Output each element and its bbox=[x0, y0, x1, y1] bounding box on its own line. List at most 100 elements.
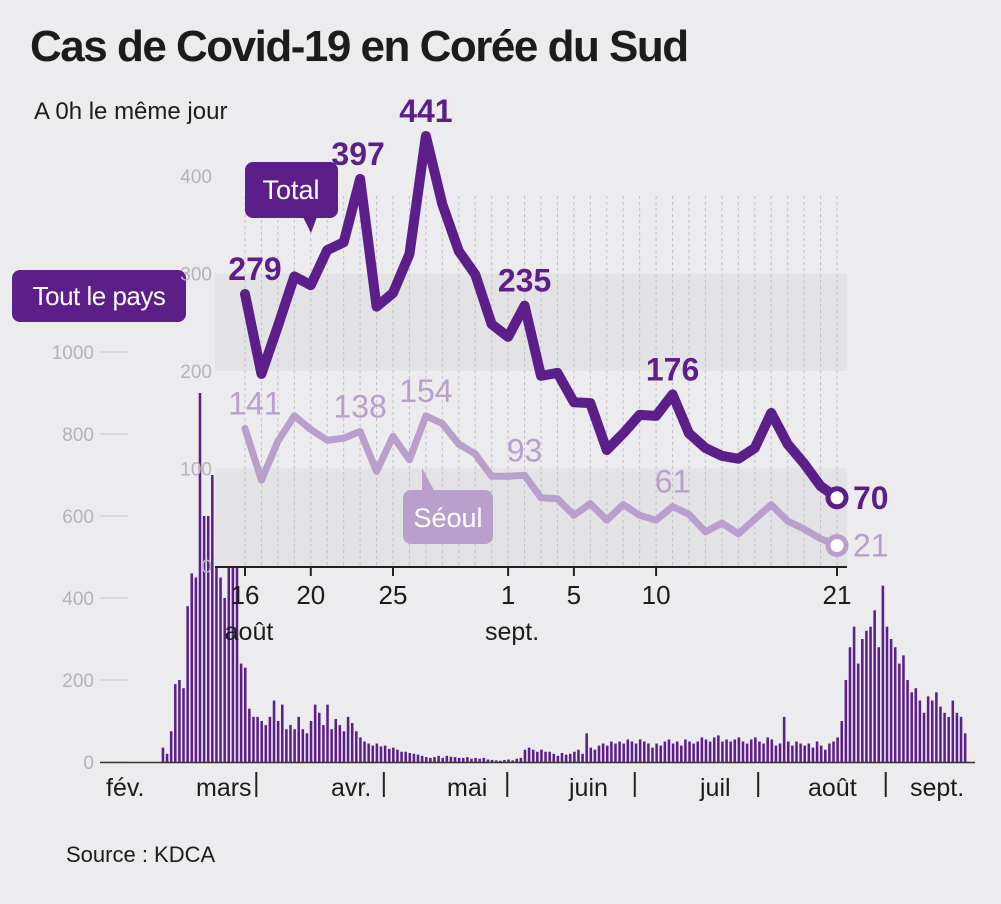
overview-bar bbox=[338, 725, 342, 762]
overview-bar bbox=[696, 741, 700, 762]
overview-bar bbox=[597, 745, 601, 762]
overview-bar bbox=[178, 680, 181, 762]
overview-bar bbox=[770, 739, 774, 762]
overview-bar bbox=[651, 747, 654, 762]
overview-bar bbox=[445, 755, 449, 762]
overview-bar bbox=[774, 745, 778, 762]
overview-bar bbox=[893, 647, 897, 762]
detail-y-label: 0 bbox=[201, 557, 212, 578]
overview-bar bbox=[795, 741, 798, 762]
detail-x-label: 5 bbox=[567, 580, 581, 610]
overview-y-label: 0 bbox=[83, 753, 94, 774]
overview-bar bbox=[355, 731, 358, 762]
overview-bar bbox=[182, 688, 185, 762]
overview-bar bbox=[741, 741, 745, 762]
overview-bar bbox=[712, 737, 716, 762]
overview-bar bbox=[293, 729, 296, 762]
overview-bar bbox=[544, 751, 547, 762]
overview-bar bbox=[276, 721, 280, 762]
overview-y-label: 600 bbox=[62, 507, 94, 528]
overview-bar bbox=[799, 743, 802, 762]
month-label: mars bbox=[196, 774, 252, 802]
overview-bar bbox=[441, 757, 444, 762]
overview-bar bbox=[647, 743, 650, 762]
month-label: fév. bbox=[106, 774, 144, 802]
overview-bar bbox=[848, 647, 852, 762]
overview-bar bbox=[330, 729, 333, 762]
overview-bar bbox=[396, 749, 399, 762]
seoul-data-label: 141 bbox=[228, 386, 281, 422]
badge-box bbox=[12, 270, 186, 322]
overview-bar bbox=[754, 737, 757, 762]
overview-bar bbox=[824, 749, 827, 762]
overview-bar bbox=[581, 753, 584, 762]
overview-bar bbox=[688, 741, 691, 762]
overview-bar bbox=[190, 573, 194, 762]
overview-bar bbox=[605, 745, 609, 762]
overview-bar bbox=[433, 757, 436, 762]
overview-bar bbox=[758, 741, 761, 762]
overview-bar bbox=[877, 647, 881, 762]
overview-bar bbox=[248, 708, 251, 762]
overview-bar bbox=[215, 536, 218, 762]
overview-bar bbox=[828, 743, 831, 762]
overview-bar bbox=[482, 757, 486, 762]
overview-bar bbox=[252, 716, 255, 762]
overview-bar bbox=[507, 759, 510, 762]
seoul-data-label: 138 bbox=[333, 388, 386, 424]
overview-bar bbox=[527, 747, 531, 762]
overview-bar bbox=[342, 731, 346, 762]
overview-bar bbox=[289, 725, 292, 762]
detail-x-label: 25 bbox=[379, 580, 408, 610]
overview-bar bbox=[955, 712, 959, 762]
overview-bar bbox=[363, 741, 366, 762]
overview-bar bbox=[387, 748, 391, 762]
overview-y-label: 400 bbox=[62, 589, 94, 610]
overview-bar bbox=[408, 752, 412, 762]
seoul-legend-badge: Séoul bbox=[403, 468, 493, 544]
total-data-label: 279 bbox=[228, 251, 281, 287]
overview-bar bbox=[239, 663, 243, 762]
overview-bar bbox=[959, 716, 963, 762]
overview-bar bbox=[865, 630, 868, 762]
overview-bar bbox=[700, 737, 704, 762]
overview-bar bbox=[457, 757, 461, 762]
overview-bar bbox=[684, 739, 687, 762]
overview-bar bbox=[478, 758, 482, 762]
overview-bar bbox=[564, 754, 568, 762]
overview-y-label: 1000 bbox=[52, 343, 94, 364]
overview-bar bbox=[704, 739, 708, 762]
overview-bar bbox=[807, 743, 811, 762]
overview-title-badge: Tout le pays bbox=[12, 270, 186, 322]
overview-bar bbox=[235, 565, 239, 762]
total-data-label: 235 bbox=[498, 263, 551, 299]
overview-bar bbox=[762, 743, 765, 762]
overview-bar bbox=[939, 706, 942, 762]
seoul-data-label: 21 bbox=[853, 528, 889, 564]
overview-bar bbox=[840, 721, 844, 762]
detail-x-sublabel: août bbox=[225, 618, 274, 646]
month-label: juil bbox=[699, 774, 731, 802]
overview-bar bbox=[264, 725, 268, 762]
overview-bar bbox=[536, 751, 539, 762]
overview-bar bbox=[206, 516, 210, 762]
overview-bar bbox=[223, 598, 226, 762]
overview-bar bbox=[935, 692, 938, 762]
overview-bar bbox=[622, 743, 625, 762]
overview-bar bbox=[918, 700, 922, 762]
detail-x-sublabel: sept. bbox=[485, 618, 539, 646]
overview-bar bbox=[174, 684, 177, 762]
overview-bar bbox=[852, 626, 856, 762]
overview-bar bbox=[531, 749, 535, 762]
overview-bar bbox=[573, 751, 576, 762]
chart-subtitle: A 0h le même jour bbox=[34, 98, 228, 125]
overview-bar bbox=[626, 739, 630, 762]
overview-bar bbox=[346, 716, 350, 762]
overview-bar bbox=[461, 757, 465, 762]
overview-bar bbox=[280, 704, 284, 762]
overview-bar bbox=[548, 751, 551, 762]
overview-bar bbox=[943, 712, 946, 762]
overview-bar bbox=[708, 741, 712, 762]
overview-bar bbox=[437, 755, 440, 762]
overview-bar bbox=[717, 735, 720, 762]
